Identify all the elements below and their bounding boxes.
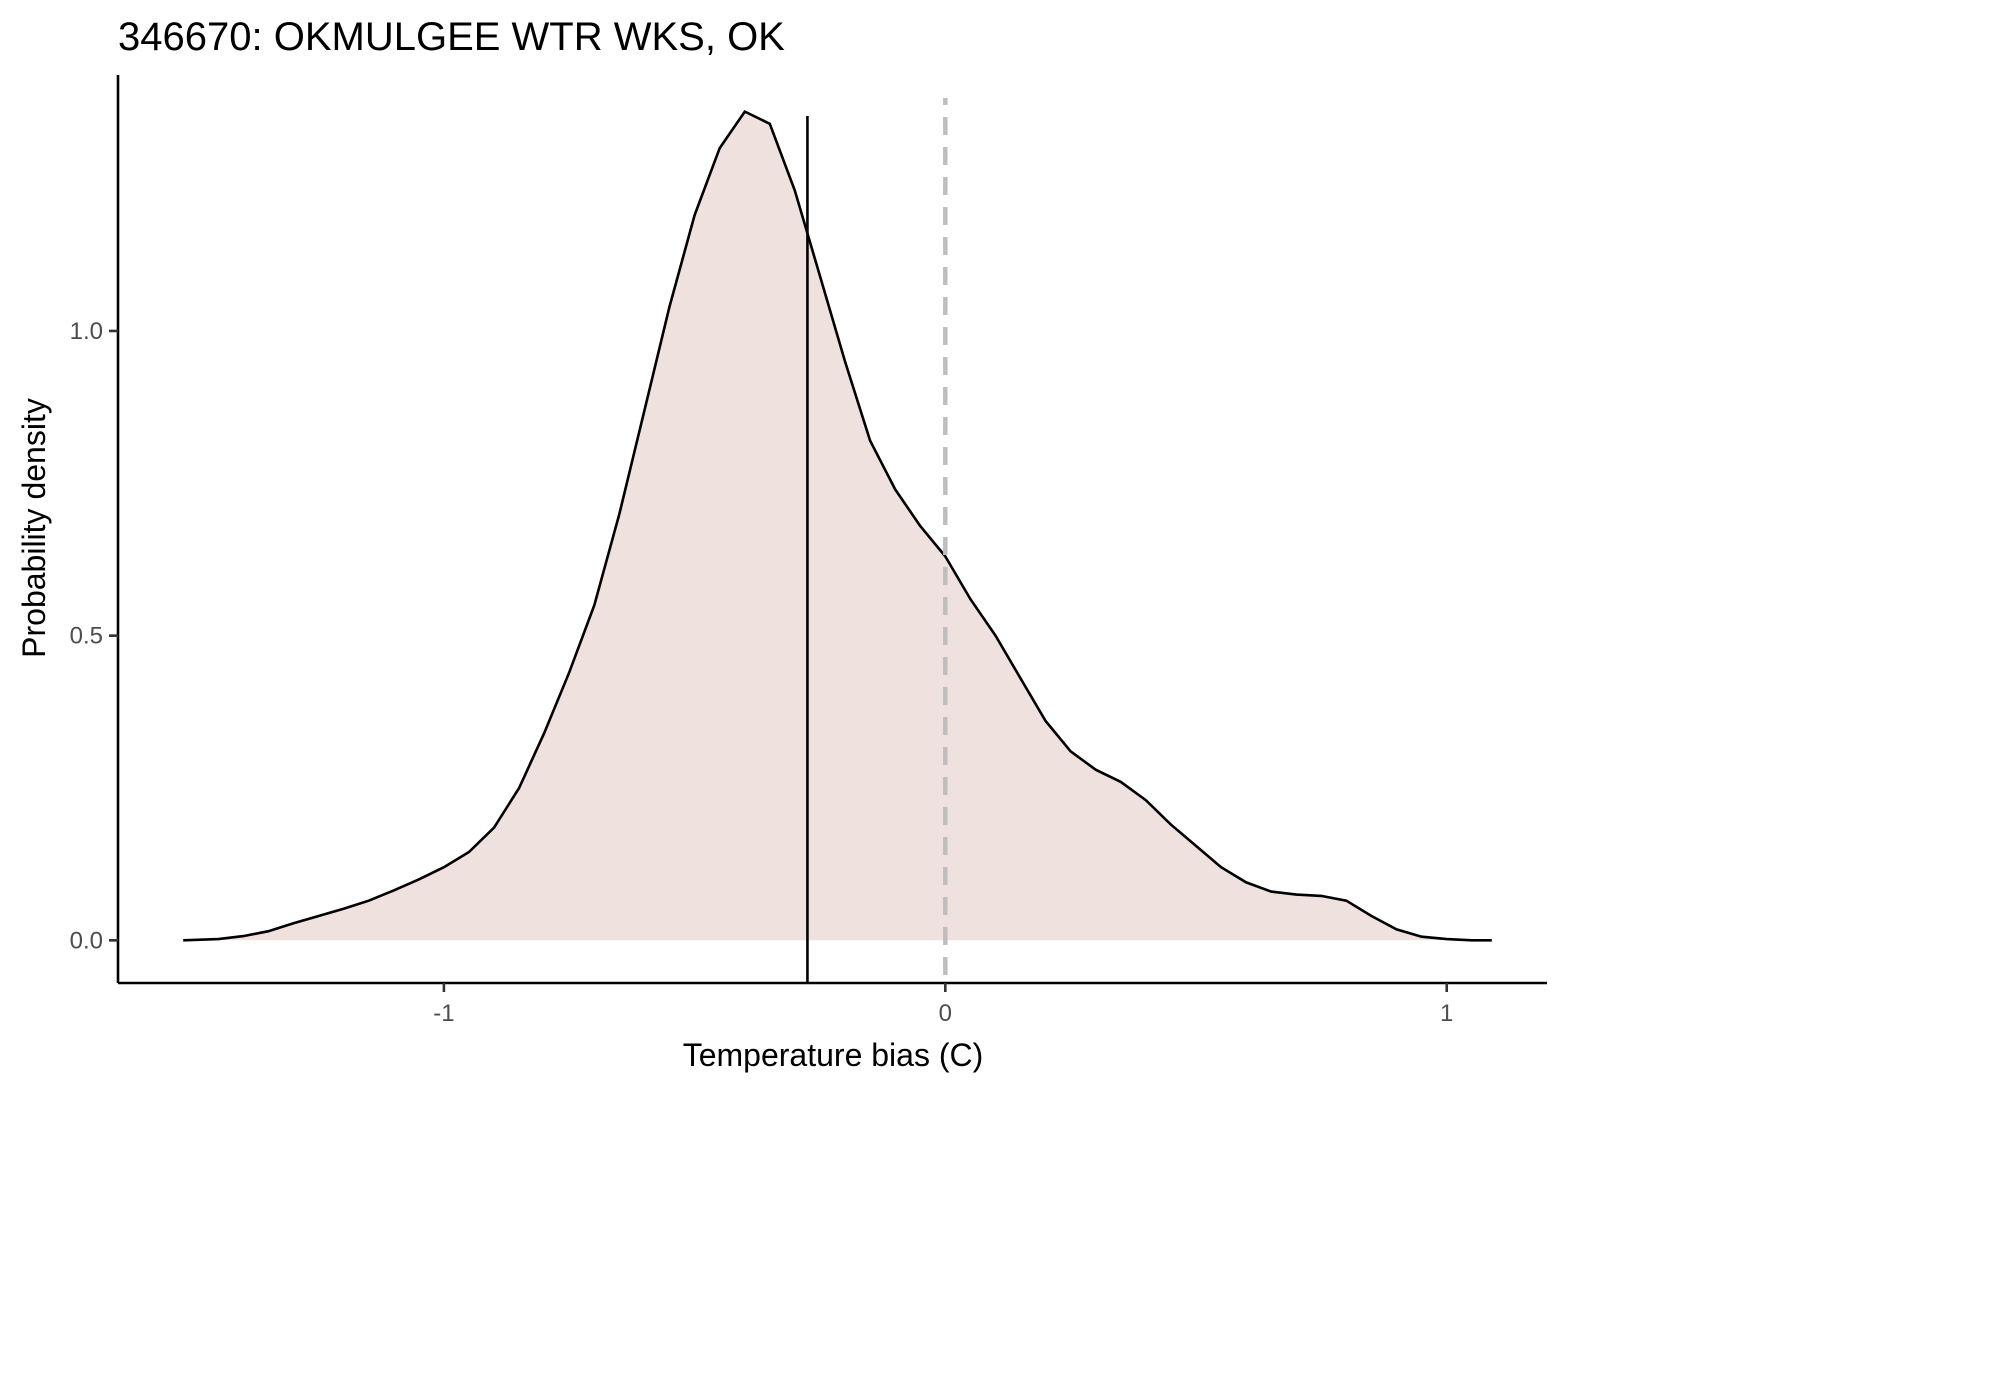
x-tick-label: 0 xyxy=(939,1000,952,1027)
plot-area xyxy=(183,98,1492,983)
chart-title: 346670: OKMULGEE WTR WKS, OK xyxy=(118,15,785,59)
y-axis-title: Probability density xyxy=(16,398,52,658)
x-axis-title: Temperature bias (C) xyxy=(683,1037,984,1073)
x-tick-label: -1 xyxy=(433,1000,454,1027)
density-chart: 346670: OKMULGEE WTR WKS, OK -1 0 1 0.0 0.5… xyxy=(16,15,1547,1073)
x-axis-ticks: -1 0 1 xyxy=(433,983,1453,1027)
axes: -1 0 1 0.0 0.5 1.0 xyxy=(70,75,1547,1027)
density-fill-area xyxy=(183,111,1492,941)
y-axis-ticks: 0.0 0.5 1.0 xyxy=(70,318,118,954)
y-tick-label: 0.5 xyxy=(70,623,103,650)
x-tick-label: 1 xyxy=(1440,1000,1453,1027)
density-curve xyxy=(183,109,1492,942)
y-tick-label: 0.0 xyxy=(70,927,103,954)
y-tick-label: 1.0 xyxy=(70,318,103,345)
